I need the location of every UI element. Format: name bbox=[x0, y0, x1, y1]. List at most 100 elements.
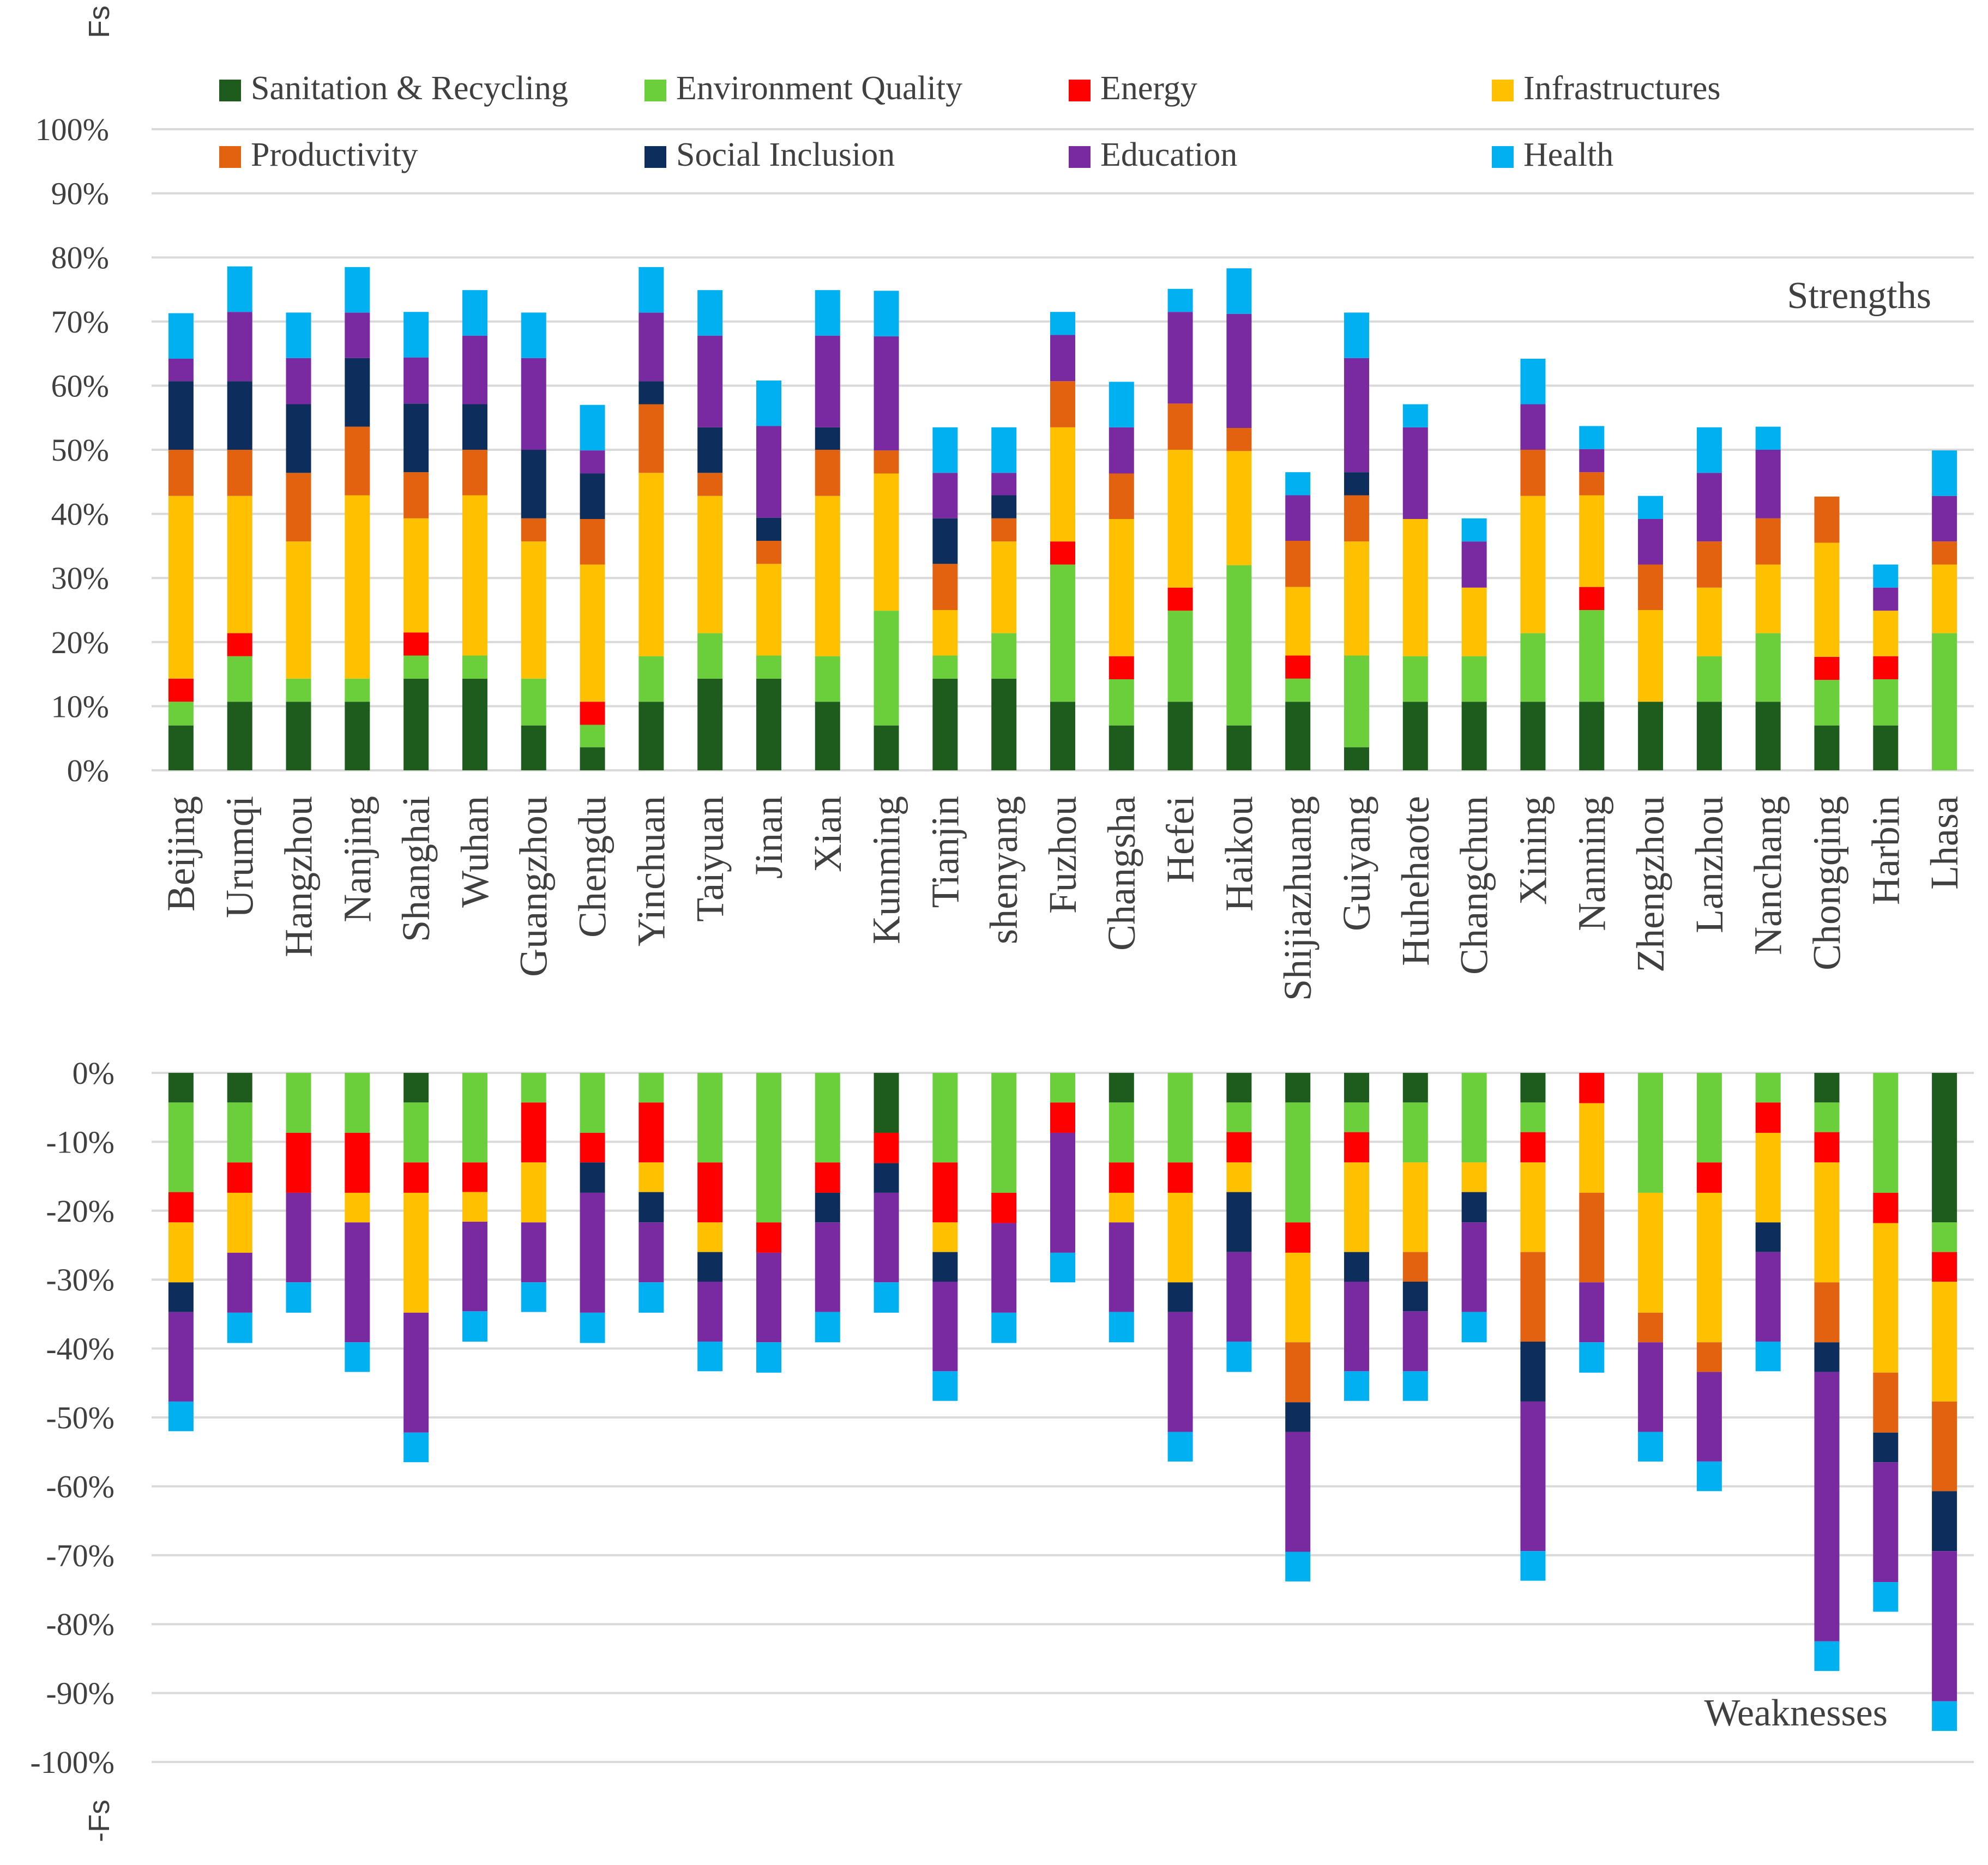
bar-segment-productivity-urumqi bbox=[227, 450, 252, 496]
bar-segment-sanitation-recycling-nanjing bbox=[345, 702, 370, 770]
bar-segment-health-taiyuan bbox=[697, 1341, 723, 1372]
bar-segment-social-inclusion-shanghai bbox=[403, 403, 429, 473]
bar-segment-health-huhehaote bbox=[1402, 404, 1428, 427]
bar-segment-social-inclusion-guiyang bbox=[1344, 1252, 1370, 1282]
bar-segment-energy-shijiazhuang bbox=[1285, 1222, 1311, 1253]
bar-segment-environment-quality-taiyuan bbox=[697, 633, 723, 679]
bottom-y-tick-label: -10% bbox=[46, 1124, 115, 1160]
bar-segment-infrastructures-harbin bbox=[1873, 1223, 1899, 1373]
bar-segment-energy-nanning bbox=[1579, 587, 1605, 610]
legend-label-productivity: Productivity bbox=[251, 136, 418, 173]
strengths-annotation: Strengths bbox=[1787, 275, 1931, 317]
bar-segment-health-jinan bbox=[756, 380, 781, 426]
bar-segment-infrastructures-shanghai bbox=[403, 518, 429, 633]
bar-segment-sanitation-recycling-xining bbox=[1520, 702, 1546, 770]
bar-segment-sanitation-recycling-changsha bbox=[1109, 1073, 1134, 1103]
bar-segment-environment-quality-shijiazhuang bbox=[1285, 678, 1311, 702]
bar-segment-sanitation-recycling-nanning bbox=[1579, 702, 1605, 770]
bar-segment-health-nanning bbox=[1579, 426, 1605, 449]
bar-segment-infrastructures-shijiazhuang bbox=[1285, 1252, 1311, 1343]
bar-segment-social-inclusion-kunming bbox=[873, 1163, 899, 1193]
bar-segment-education-guangzhou bbox=[521, 358, 546, 450]
bar-segment-health-wuhan bbox=[462, 1311, 487, 1342]
bar-segment-social-inclusion-urumqi bbox=[227, 381, 252, 450]
x-tick-label-huhehaote: Huhehaote bbox=[1394, 796, 1437, 966]
bar-segment-education-xining bbox=[1520, 1401, 1546, 1552]
bar-segment-infrastructures-nanchang bbox=[1755, 1132, 1781, 1223]
bar-segment-social-inclusion-tianjin bbox=[932, 1252, 958, 1282]
bar-segment-environment-quality-hefei bbox=[1167, 1073, 1193, 1163]
top-y-tick-label: 0% bbox=[67, 753, 109, 788]
bar-segment-education-hefei bbox=[1167, 312, 1193, 404]
bar-segment-environment-quality-shenyang bbox=[991, 1073, 1017, 1193]
legend-label-energy: Energy bbox=[1100, 70, 1197, 107]
legend-label-health: Health bbox=[1523, 136, 1613, 173]
bar-segment-environment-quality-xining bbox=[1520, 633, 1546, 702]
bar-segment-health-tianjin bbox=[932, 427, 958, 473]
bar-segment-education-changchun bbox=[1461, 541, 1487, 588]
bar-segment-social-inclusion-changchun bbox=[1461, 1192, 1487, 1223]
bar-segment-productivity-guangzhou bbox=[521, 518, 546, 542]
x-tick-label-hangzhou: Hangzhou bbox=[277, 796, 321, 957]
bar-segment-sanitation-recycling-chengdu bbox=[580, 747, 605, 770]
bar-segment-social-inclusion-jinan bbox=[756, 517, 781, 541]
bar-segment-environment-quality-chengdu bbox=[580, 1073, 605, 1133]
bar-segment-environment-quality-taiyuan bbox=[697, 1073, 723, 1163]
x-tick-label-haikou: Haikou bbox=[1217, 796, 1261, 912]
bar-segment-education-shanghai bbox=[403, 357, 429, 404]
bottom-y-tick-label: -50% bbox=[46, 1400, 115, 1435]
bar-segment-energy-guiyang bbox=[1344, 1132, 1370, 1163]
bar-segment-health-urumqi bbox=[227, 266, 252, 312]
bar-segment-infrastructures-zhengzhou bbox=[1638, 610, 1664, 702]
bar-segment-energy-changsha bbox=[1109, 656, 1134, 680]
bar-segment-sanitation-recycling-zhengzhou bbox=[1638, 702, 1664, 770]
bar-segment-infrastructures-chongqing bbox=[1814, 1162, 1840, 1283]
top-panel-y-tick-labels: 0% 10% 20% 30% 40% 50% 60% 70% 80% 90% 100% bbox=[35, 112, 109, 788]
bar-segment-education-lhasa bbox=[1932, 496, 1957, 542]
bar-segment-environment-quality-urumqi bbox=[227, 1102, 252, 1163]
bar-segment-productivity-zhengzhou bbox=[1638, 1312, 1664, 1343]
bar-segment-energy-fuzhou bbox=[1050, 541, 1075, 565]
bar-segment-health-xining bbox=[1520, 1551, 1546, 1581]
bar-segment-health-yinchuan bbox=[638, 1282, 664, 1313]
bar-segment-productivity-changsha bbox=[1109, 473, 1134, 520]
bar-segment-infrastructures-taiyuan bbox=[697, 1222, 723, 1252]
bar-segment-education-guiyang bbox=[1344, 358, 1370, 473]
bar-segment-health-chengdu bbox=[580, 405, 605, 451]
bar-segment-health-guangzhou bbox=[521, 312, 546, 358]
bar-segment-social-inclusion-harbin bbox=[1873, 1432, 1899, 1463]
bar-segment-environment-quality-guangzhou bbox=[521, 1073, 546, 1103]
x-tick-label-chongqing: Chongqing bbox=[1805, 796, 1848, 970]
bar-segment-health-xining bbox=[1520, 359, 1546, 405]
bar-segment-health-haikou bbox=[1226, 1341, 1252, 1372]
bar-segment-productivity-jinan bbox=[756, 540, 781, 564]
weaknesses-annotation: Weaknesses bbox=[1704, 1692, 1888, 1734]
bar-segment-energy-hefei bbox=[1167, 1162, 1193, 1193]
bar-segment-education-shanghai bbox=[403, 1312, 429, 1433]
bar-segment-health-lhasa bbox=[1932, 1701, 1957, 1731]
bar-segment-infrastructures-huhehaote bbox=[1402, 1162, 1428, 1252]
bar-segment-infrastructures-taiyuan bbox=[697, 496, 723, 633]
bar-segment-infrastructures-changchun bbox=[1461, 587, 1487, 656]
x-tick-label-wuhan: Wuhan bbox=[453, 796, 497, 908]
bar-segment-infrastructures-yinchuan bbox=[638, 1162, 664, 1192]
bar-segment-environment-quality-tianjin bbox=[932, 1073, 958, 1163]
bar-segment-energy-beijing bbox=[168, 678, 194, 702]
bar-segment-education-lanzhou bbox=[1696, 473, 1722, 542]
bottom-y-tick-label: -60% bbox=[46, 1469, 115, 1504]
bar-segment-environment-quality-nanjing bbox=[345, 678, 370, 702]
bar-segment-education-shijiazhuang bbox=[1285, 1432, 1311, 1552]
bar-segment-energy-harbin bbox=[1873, 656, 1899, 680]
bar-segment-productivity-wuhan bbox=[462, 450, 487, 496]
bar-segment-environment-quality-urumqi bbox=[227, 656, 252, 702]
bar-segment-productivity-xining bbox=[1520, 450, 1546, 496]
x-tick-label-urumqi: Urumqi bbox=[218, 796, 262, 918]
bar-segment-productivity-nanning bbox=[1579, 1192, 1605, 1283]
bar-segment-health-zhengzhou bbox=[1638, 496, 1664, 520]
bar-segment-health-fuzhou bbox=[1050, 1252, 1075, 1283]
bar-segment-sanitation-recycling-kunming bbox=[873, 725, 899, 770]
legend-label-social-inclusion: Social Inclusion bbox=[676, 136, 895, 173]
bar-segment-infrastructures-harbin bbox=[1873, 611, 1899, 656]
bar-segment-environment-quality-guiyang bbox=[1344, 655, 1370, 747]
